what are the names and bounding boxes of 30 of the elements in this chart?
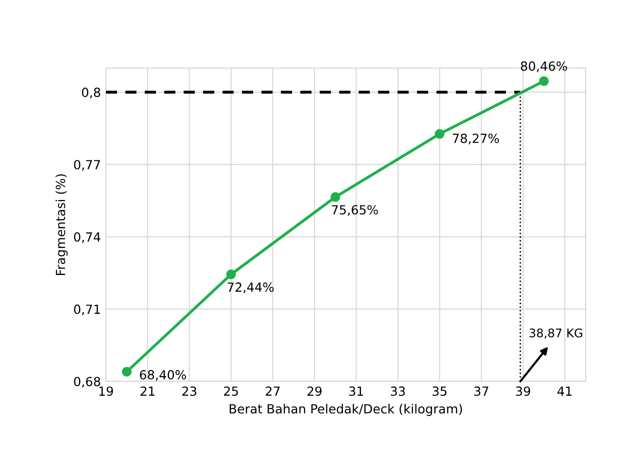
point [226, 270, 236, 280]
x-tick-label: 27 [266, 386, 280, 396]
data-label: 68,40% [140, 370, 186, 381]
y-tick-label: 0,8 [82, 88, 100, 98]
point [122, 366, 132, 377]
x-tick-label: 41 [557, 386, 572, 396]
x-tick-label: 23 [182, 386, 196, 396]
x-tick-label: 39 [516, 386, 530, 396]
x-tick-label: 21 [140, 386, 154, 396]
x-tick-label: 35 [432, 386, 446, 396]
data-label: 78,27% [452, 134, 499, 144]
annotation: 38,87 KG [530, 328, 582, 339]
y-tick-label: 0,68 [74, 376, 100, 388]
data-label: 72,44% [228, 282, 274, 294]
x-tick-label: 33 [390, 386, 405, 396]
data-label: 80,46% [520, 61, 568, 72]
x-tick-label: 25 [224, 386, 238, 396]
point [330, 192, 340, 202]
x-tick-label: 19 [99, 386, 113, 396]
y-tick-label: 0,71 [74, 304, 100, 316]
y-tick-label: 0,77 [74, 160, 100, 171]
y-tick-label: 0,74 [74, 232, 100, 243]
x-tick-label: 37 [474, 386, 488, 396]
x-axis-title: Berat Bahan Peledak/Deck (kilogram) [230, 404, 462, 416]
point [434, 129, 444, 139]
data-label: 75,65% [332, 205, 378, 216]
x-tick-label: 29 [307, 386, 322, 396]
y-axis-title: Fragmentasi (%) [56, 174, 68, 275]
x-tick-label: 31 [349, 386, 363, 396]
point [539, 76, 549, 86]
